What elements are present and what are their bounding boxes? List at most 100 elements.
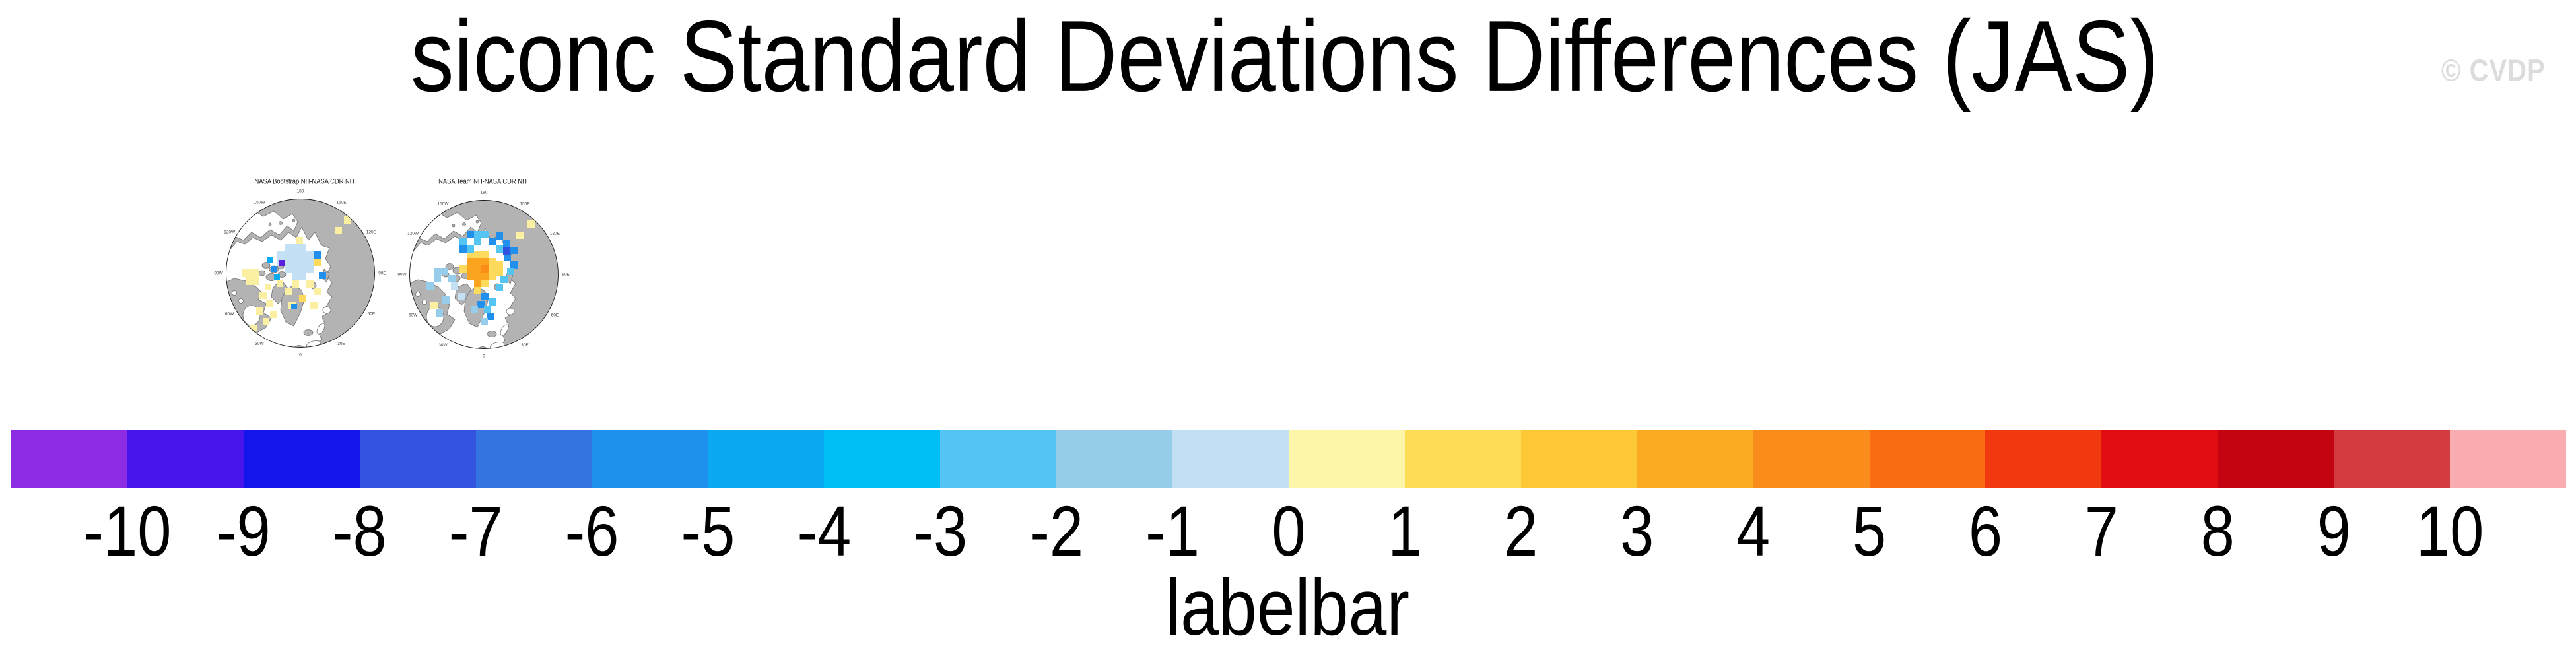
data-cell	[434, 268, 441, 275]
data-cell	[292, 259, 299, 266]
data-cell	[306, 259, 314, 266]
labelbar-tick-10: 10	[2416, 492, 2484, 571]
data-cell	[314, 251, 321, 259]
data-cell	[299, 251, 306, 259]
data-cell	[507, 268, 514, 275]
labelbar-segment	[1056, 430, 1173, 488]
longitude-label-150W: 150W	[254, 200, 266, 205]
data-cell	[481, 231, 489, 238]
labelbar-tick-2: 2	[1504, 492, 1538, 571]
data-cell	[426, 282, 434, 290]
data-cell	[434, 275, 441, 282]
labelbar-tick-8: 8	[2200, 492, 2235, 571]
data-cell	[250, 325, 257, 331]
labelbar-segment	[1985, 430, 2102, 488]
labelbar-segment	[2101, 430, 2218, 488]
data-cell	[459, 265, 467, 273]
map-data-cells	[242, 216, 351, 331]
labelbar-segment	[708, 430, 825, 488]
longitude-label-0: 0	[299, 353, 302, 358]
data-cell	[267, 257, 273, 263]
data-cell	[467, 245, 474, 253]
longitude-label-150E: 150E	[520, 201, 530, 206]
data-cell	[467, 231, 474, 238]
data-cell	[471, 306, 478, 313]
labelbar-segment	[1172, 430, 1289, 488]
longitude-label-120W: 120W	[407, 232, 419, 236]
labelbar-segment	[11, 430, 127, 488]
polar-map-team: 180 150W 150E 120W 120E 90W 90E 60W 60E 30W 30E 0	[388, 181, 580, 366]
data-cell	[448, 275, 456, 282]
data-cell	[477, 301, 485, 308]
data-cell	[451, 282, 458, 290]
longitude-label-90W: 90W	[397, 273, 407, 277]
longitude-label-180: 180	[297, 189, 304, 194]
data-cell	[291, 304, 297, 309]
data-cell	[496, 284, 503, 291]
labelbar-tick-4: 4	[1736, 492, 1771, 571]
data-cell	[481, 318, 488, 325]
labelbar-tick-3: 3	[1620, 492, 1654, 571]
labelbar-segment	[1520, 430, 1637, 488]
data-cell	[496, 261, 503, 276]
data-cell	[474, 231, 481, 238]
map-title: NASA Team NH-NASA CDR NH	[438, 176, 527, 185]
labelbar-tick--4: -4	[797, 492, 852, 571]
data-cell	[467, 273, 489, 280]
labelbar-tick--10: -10	[83, 492, 172, 571]
longitude-label-150W: 150W	[438, 201, 450, 206]
data-cell	[430, 302, 438, 309]
labelbar-tick--7: -7	[448, 492, 503, 571]
labelbar-tick-5: 5	[1852, 492, 1887, 571]
labelbar-tick--9: -9	[216, 492, 271, 571]
longitude-label-30E: 30E	[337, 342, 345, 346]
labelbar-segment	[1637, 430, 1753, 488]
labelbar-segment	[127, 430, 244, 488]
longitude-label-90W: 90W	[214, 271, 223, 276]
data-cell	[500, 276, 508, 283]
longitude-label-120W: 120W	[224, 230, 236, 235]
data-cell	[270, 311, 277, 318]
data-cell	[496, 245, 503, 253]
labelbar-tick--2: -2	[1029, 492, 1084, 571]
longitude-labels: 180 150W 150E 120W 120E 90W 90E 60W 60E 30W 30E 0	[397, 191, 570, 359]
longitude-label-60E: 60E	[368, 312, 376, 317]
labelbar-segment	[592, 430, 708, 488]
data-cell	[481, 280, 489, 287]
data-cell	[263, 318, 269, 325]
data-cell	[481, 293, 489, 300]
labelbar-caption: labelbar	[1165, 562, 1410, 646]
data-cell	[285, 244, 292, 251]
labelbar-segment	[2334, 430, 2451, 488]
data-cell	[285, 259, 292, 266]
longitude-label-90E: 90E	[562, 273, 570, 277]
data-cell	[266, 300, 273, 307]
data-cell	[510, 247, 518, 254]
data-cell	[314, 288, 321, 295]
page-title: siconc Standard Deviations Differences (…	[411, 0, 2159, 113]
data-cell	[274, 274, 280, 280]
data-cell	[481, 265, 489, 273]
data-cell	[504, 253, 511, 261]
longitude-label-120E: 120E	[366, 230, 377, 235]
labelbar-segment	[2218, 430, 2334, 488]
data-cell	[474, 238, 481, 245]
data-cell	[335, 227, 342, 234]
data-cell	[292, 244, 299, 251]
labelbar-tick-6: 6	[1968, 492, 2003, 571]
data-cell	[277, 280, 283, 287]
longitude-label-30E: 30E	[521, 343, 529, 348]
labelbar-tick--1: -1	[1145, 492, 1200, 571]
data-cell	[285, 251, 292, 259]
labelbar-color-strip	[11, 430, 2566, 488]
data-cell	[296, 237, 303, 244]
polar-map-bootstrap: 180 150W 150E 120W 120E 90W 90E 60W 60E 30W 30E 0	[204, 179, 397, 364]
data-cell	[306, 266, 314, 273]
data-cell	[484, 306, 491, 313]
data-cell	[489, 238, 496, 245]
labelbar-tick--3: -3	[913, 492, 968, 571]
data-cell	[285, 288, 292, 295]
data-cell	[436, 309, 443, 317]
data-cell	[299, 259, 306, 266]
labelbar-tick--5: -5	[681, 492, 735, 571]
